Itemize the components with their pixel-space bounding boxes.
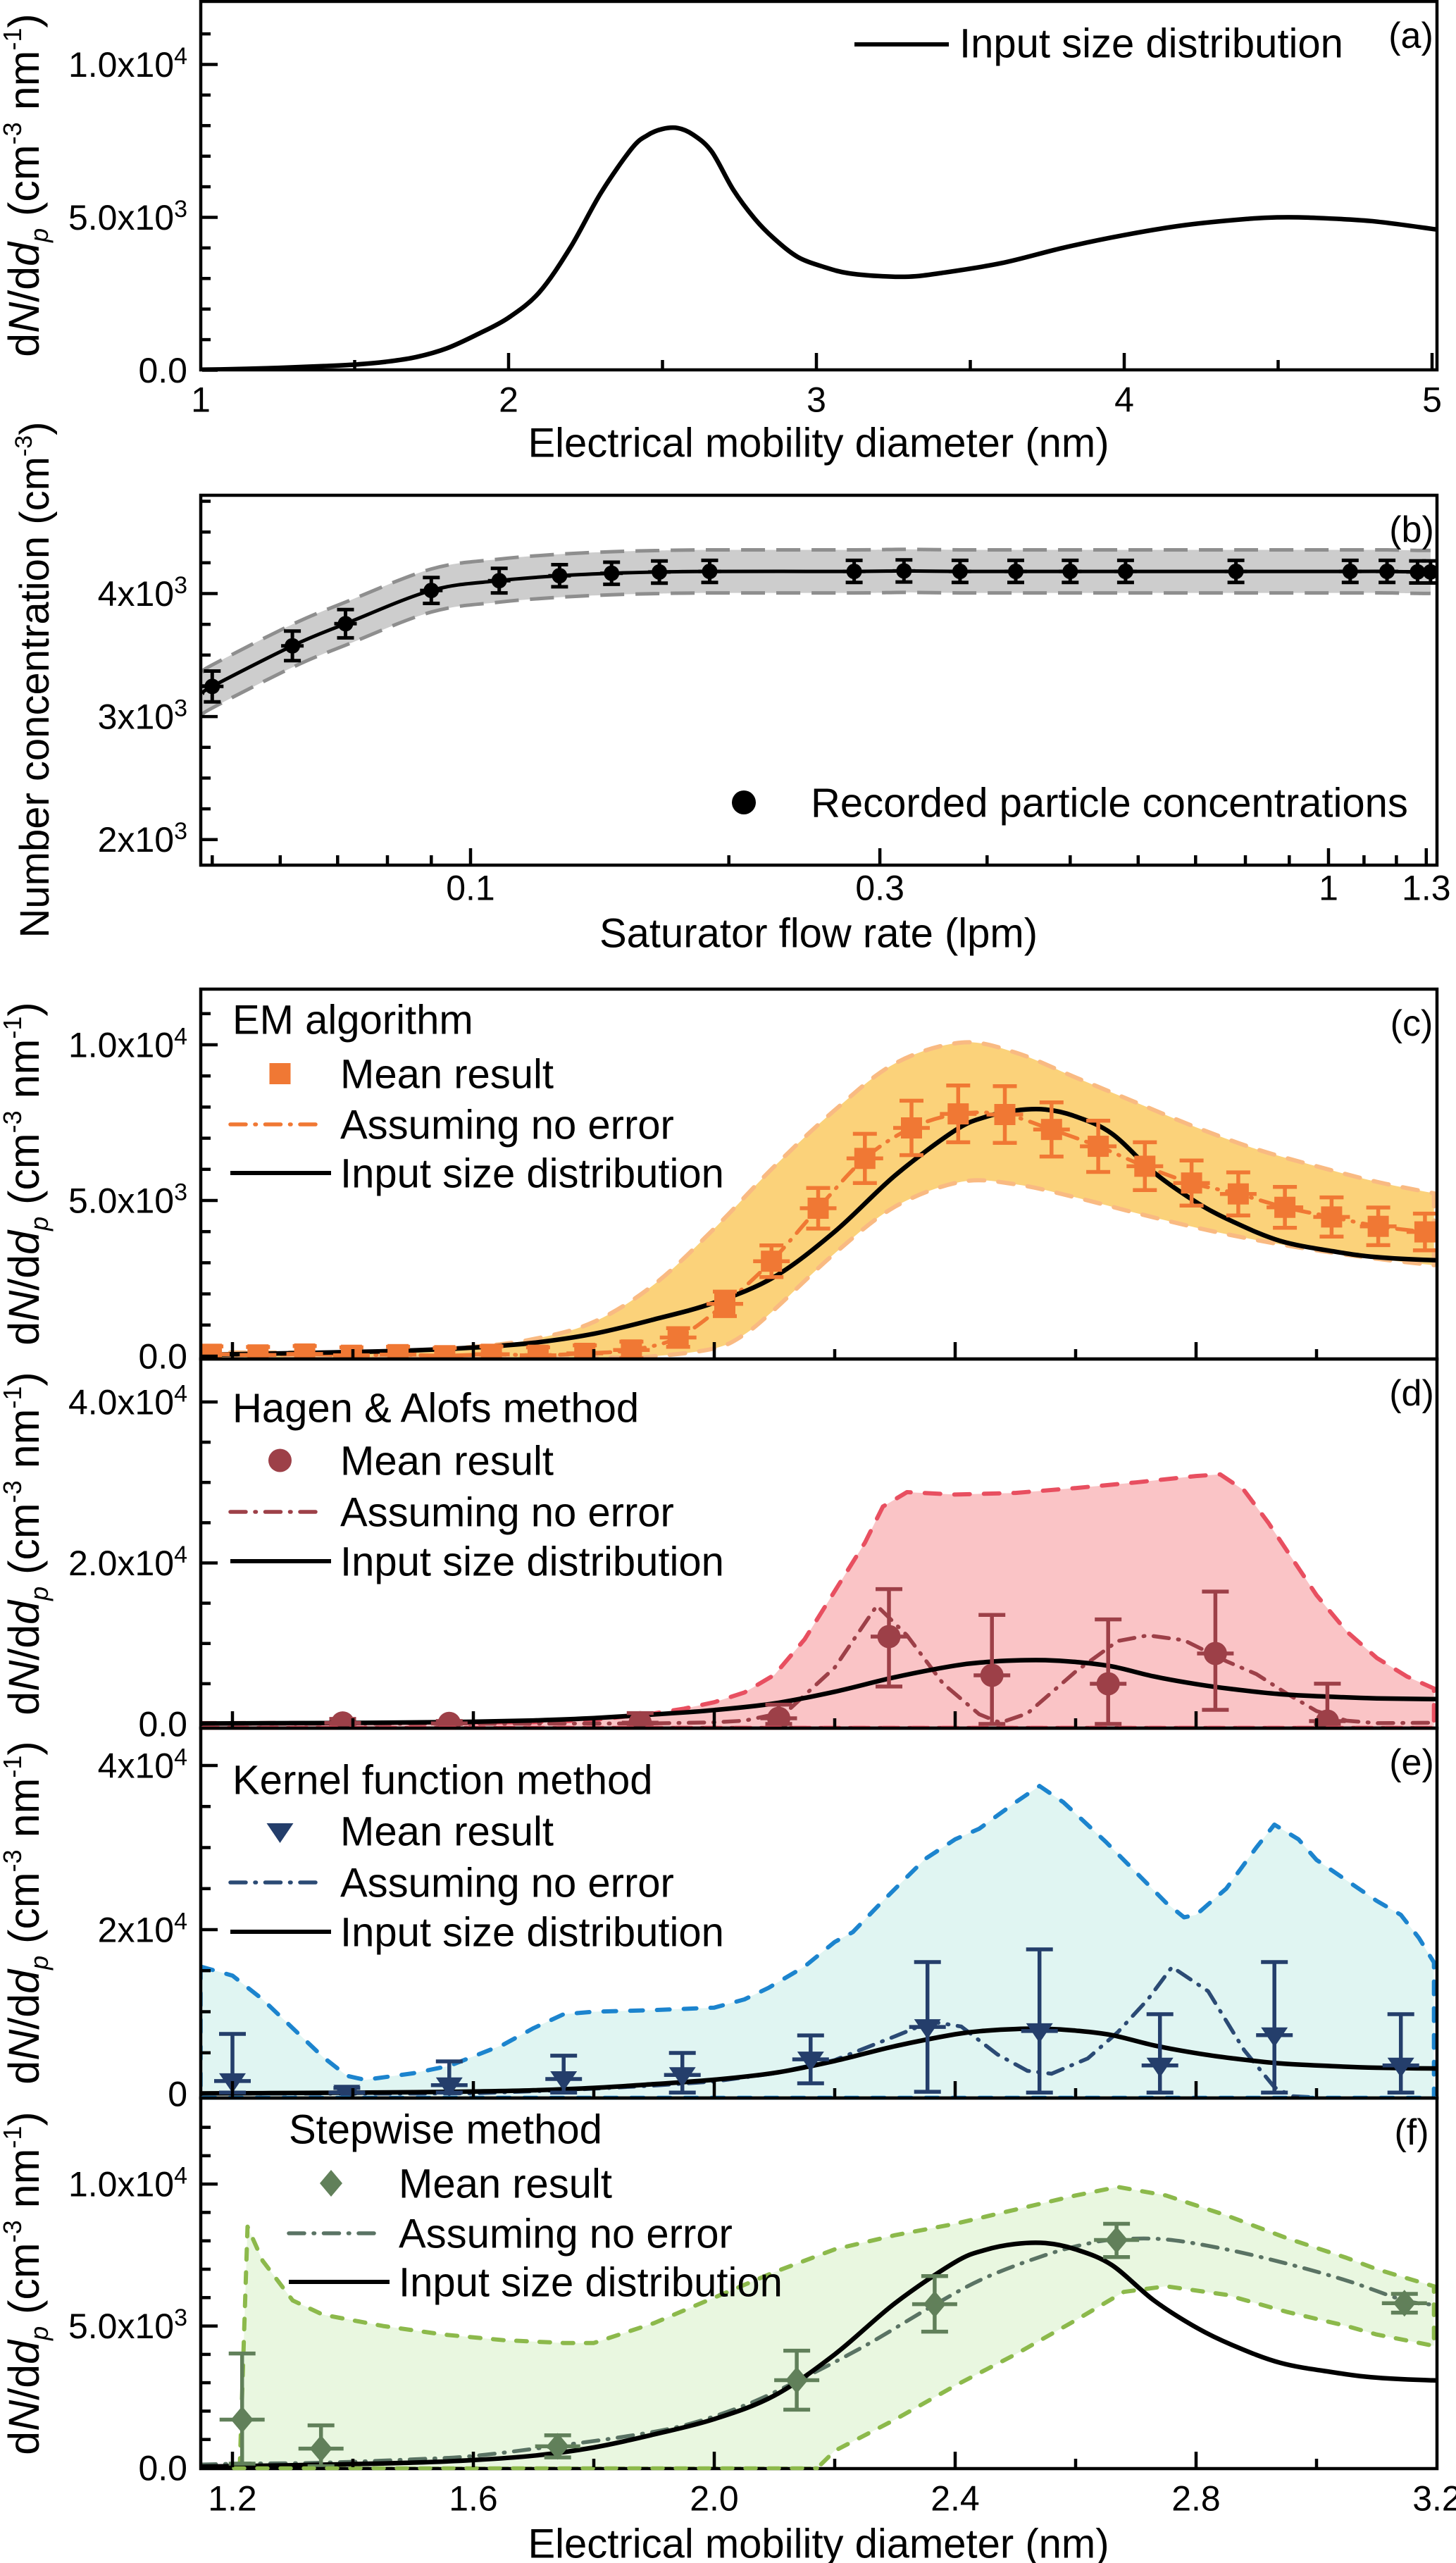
svg-text:(d): (d) <box>1389 1373 1434 1414</box>
svg-text:1.0x104: 1.0x104 <box>68 1024 187 1065</box>
svg-text:Input size distribution: Input size distribution <box>959 20 1343 66</box>
svg-text:5: 5 <box>1422 380 1442 420</box>
svg-text:dN/ddp (cm-3 nm-1): dN/ddp (cm-3 nm-1) <box>0 13 54 356</box>
svg-text:3.2: 3.2 <box>1412 2479 1456 2519</box>
svg-text:(f): (f) <box>1394 2112 1429 2153</box>
svg-text:5.0x103: 5.0x103 <box>68 2304 187 2346</box>
svg-text:Input size distribution: Input size distribution <box>340 1909 724 1955</box>
svg-text:Input size distribution: Input size distribution <box>399 2259 783 2305</box>
svg-text:4: 4 <box>1114 380 1134 420</box>
svg-text:dN/ddp (cm-3 nm-1): dN/ddp (cm-3 nm-1) <box>0 1002 54 1345</box>
svg-text:1: 1 <box>191 380 211 420</box>
svg-text:0.0: 0.0 <box>138 1337 187 1377</box>
svg-text:1.3: 1.3 <box>1402 869 1451 908</box>
svg-text:Stepwise method: Stepwise method <box>289 2106 602 2152</box>
svg-text:Electrical mobility diameter (: Electrical mobility diameter (nm) <box>528 2521 1109 2563</box>
svg-text:Assuming no error: Assuming no error <box>340 1860 674 1906</box>
svg-text:2.8: 2.8 <box>1171 2479 1221 2519</box>
svg-text:Kernel function method: Kernel function method <box>232 1757 652 1803</box>
svg-text:2x104: 2x104 <box>98 1909 187 1950</box>
svg-text:1.0x104: 1.0x104 <box>68 2163 187 2204</box>
svg-text:Number concentration (cm-3): Number concentration (cm-3) <box>11 422 58 938</box>
svg-text:4x104: 4x104 <box>98 1744 187 1786</box>
svg-text:dN/ddp (cm-3 nm-1): dN/ddp (cm-3 nm-1) <box>0 1372 54 1715</box>
svg-text:(a): (a) <box>1388 15 1433 56</box>
svg-text:0.0: 0.0 <box>138 1705 187 1744</box>
svg-text:(c): (c) <box>1390 1003 1433 1044</box>
svg-text:(b): (b) <box>1389 509 1434 550</box>
svg-text:4.0x104: 4.0x104 <box>68 1381 187 1422</box>
svg-text:Mean result: Mean result <box>340 1438 554 1484</box>
svg-text:Mean result: Mean result <box>399 2161 612 2207</box>
svg-text:Mean result: Mean result <box>340 1808 554 1854</box>
svg-text:2.0: 2.0 <box>690 2479 739 2519</box>
svg-text:Assuming no error: Assuming no error <box>399 2211 733 2257</box>
svg-text:0.3: 0.3 <box>855 869 904 908</box>
svg-text:0.0: 0.0 <box>138 2449 187 2488</box>
svg-text:5.0x103: 5.0x103 <box>68 1179 187 1221</box>
svg-text:4x103: 4x103 <box>98 572 187 614</box>
svg-text:1.6: 1.6 <box>449 2479 498 2519</box>
svg-text:0.0: 0.0 <box>138 351 187 390</box>
svg-text:Hagen & Alofs method: Hagen & Alofs method <box>232 1385 639 1431</box>
svg-text:Saturator flow rate (lpm): Saturator flow rate (lpm) <box>599 910 1038 956</box>
svg-text:dN/ddp (cm-3 nm-1): dN/ddp (cm-3 nm-1) <box>0 2111 54 2455</box>
svg-text:3x103: 3x103 <box>98 695 187 737</box>
svg-text:Recorded particle concentratio: Recorded particle concentrations <box>811 780 1408 826</box>
svg-text:Electrical mobility diameter (: Electrical mobility diameter (nm) <box>528 420 1109 466</box>
svg-text:2: 2 <box>499 380 518 420</box>
svg-text:1.2: 1.2 <box>208 2479 257 2519</box>
svg-text:(e): (e) <box>1389 1742 1434 1783</box>
svg-text:EM algorithm: EM algorithm <box>232 997 473 1043</box>
svg-text:2.0x104: 2.0x104 <box>68 1541 187 1583</box>
svg-text:2x103: 2x103 <box>98 818 187 859</box>
svg-text:Input size distribution: Input size distribution <box>340 1539 724 1584</box>
svg-text:2.4: 2.4 <box>931 2479 980 2519</box>
svg-text:Assuming no error: Assuming no error <box>340 1489 674 1535</box>
svg-text:dN/ddp (cm-3 nm-1): dN/ddp (cm-3 nm-1) <box>0 1741 54 2084</box>
svg-text:Assuming no error: Assuming no error <box>340 1102 674 1148</box>
svg-text:Input size distribution: Input size distribution <box>340 1150 724 1196</box>
svg-text:5.0x103: 5.0x103 <box>68 196 187 237</box>
svg-text:1.0x104: 1.0x104 <box>68 43 187 85</box>
svg-text:Mean result: Mean result <box>340 1051 554 1097</box>
svg-text:1: 1 <box>1319 869 1338 908</box>
svg-text:3: 3 <box>807 380 826 420</box>
svg-text:0: 0 <box>168 2075 187 2114</box>
svg-text:0.1: 0.1 <box>446 869 495 908</box>
